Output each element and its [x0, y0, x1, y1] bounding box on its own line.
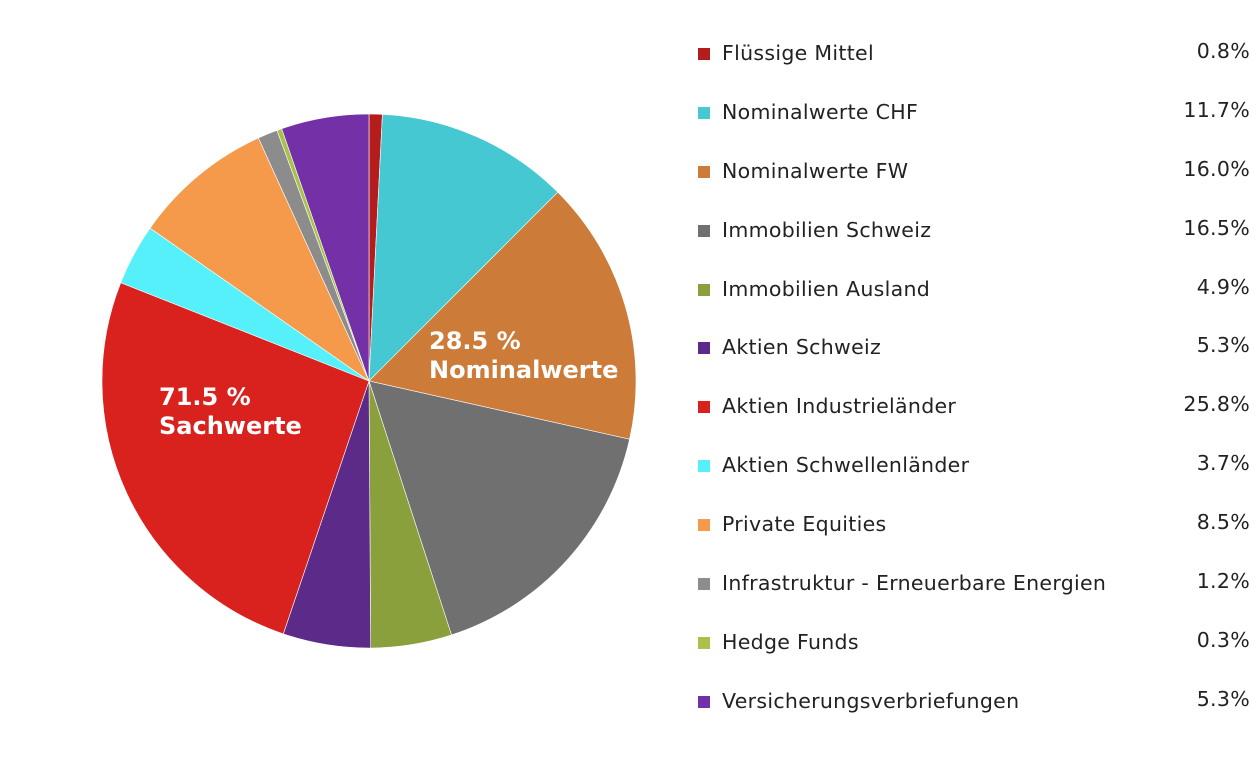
legend-item-versicherungsverbriefungen: Versicherungsverbriefungen 5.3% [698, 684, 1250, 743]
legend-swatch [698, 695, 710, 708]
legend-label: Aktien Industrieländer [722, 394, 957, 419]
annotation-nominalwerte-percent: 28.5 % [429, 327, 521, 355]
pie-slice-8 [149, 137, 370, 382]
legend-swatch [698, 283, 710, 296]
pie-slice-11 [281, 113, 370, 382]
pie-chart [101, 113, 637, 649]
legend-swatch [698, 460, 710, 473]
legend-value: 0.3% [1196, 627, 1250, 652]
pie-slice-6 [101, 282, 370, 635]
legend-label: Nominalwerte FW [722, 158, 909, 183]
legend-swatch [698, 636, 710, 649]
legend-item-nominalwerte-fw: Nominalwerte FW 16.0% [698, 154, 1250, 213]
legend-label: Immobilien Ausland [722, 276, 931, 301]
pie-slice-2 [368, 191, 637, 440]
legend-swatch [698, 578, 710, 591]
annotation-sachwerte-text: Sachwerte [159, 412, 302, 440]
legend-value: 25.8% [1183, 392, 1250, 417]
legend-label: Flüssige Mittel [722, 41, 874, 65]
legend-value: 3.7% [1196, 451, 1250, 476]
legend-label: Aktien Schwellenländer [722, 453, 970, 478]
legend-swatch [698, 342, 710, 355]
legend-swatch [698, 519, 710, 532]
legend-value: 4.9% [1196, 274, 1250, 299]
legend-item-aktien-industrielaender: Aktien Industrieländer 25.8% [698, 389, 1250, 448]
pie-slice-1 [368, 114, 559, 382]
legend-value: 8.5% [1196, 510, 1250, 535]
legend-item-infrastruktur: Infrastruktur - Erneuerbare Energien 1.2… [698, 566, 1250, 625]
legend-value: 5.3% [1196, 333, 1250, 358]
legend-item-private-equities: Private Equities 8.5% [698, 507, 1250, 566]
legend-item-immobilien-schweiz: Immobilien Schweiz 16.5% [698, 213, 1250, 272]
legend-label: Versicherungsverbriefungen [722, 688, 1020, 713]
legend-swatch [698, 401, 710, 414]
legend-label: Private Equities [722, 512, 887, 537]
legend-value: 5.3% [1196, 686, 1250, 711]
legend-label: Infrastruktur - Erneuerbare Energien [722, 571, 1107, 596]
annotation-nominalwerte-text: Nominalwerte [429, 356, 619, 384]
legend-value: 0.8% [1196, 39, 1250, 63]
annotation-sachwerte: 71.5 % Sachwerte [159, 383, 302, 441]
legend-swatch [698, 224, 710, 237]
legend-label: Immobilien Schweiz [722, 217, 932, 242]
legend-item-hedge-funds: Hedge Funds 0.3% [698, 625, 1250, 684]
legend-value: 11.7% [1183, 97, 1250, 122]
legend-item-immobilien-ausland: Immobilien Ausland 4.9% [698, 272, 1250, 331]
pie-slice-3 [368, 380, 630, 636]
legend-value: 1.2% [1196, 569, 1250, 594]
legend-swatch [698, 48, 710, 60]
legend-item-fluessige-mittel: Flüssige Mittel 0.8% [698, 36, 1250, 95]
legend-value: 16.0% [1183, 156, 1250, 181]
legend-swatch [698, 106, 710, 119]
legend-item-aktien-schwellenlaender: Aktien Schwellenländer 3.7% [698, 448, 1250, 507]
legend-item-aktien-schweiz: Aktien Schweiz 5.3% [698, 330, 1250, 389]
legend-label: Hedge Funds [722, 629, 859, 654]
legend-value: 16.5% [1183, 215, 1250, 240]
legend-swatch [698, 165, 710, 178]
chart-legend: Flüssige Mittel 0.8% Nominalwerte CHF 11… [698, 36, 1250, 743]
legend-label: Aktien Schweiz [722, 335, 882, 360]
legend-label: Nominalwerte CHF [722, 99, 919, 124]
annotation-nominalwerte: 28.5 % Nominalwerte [429, 327, 618, 385]
legend-item-nominalwerte-chf: Nominalwerte CHF 11.7% [698, 95, 1250, 154]
annotation-sachwerte-percent: 71.5 % [159, 383, 251, 411]
